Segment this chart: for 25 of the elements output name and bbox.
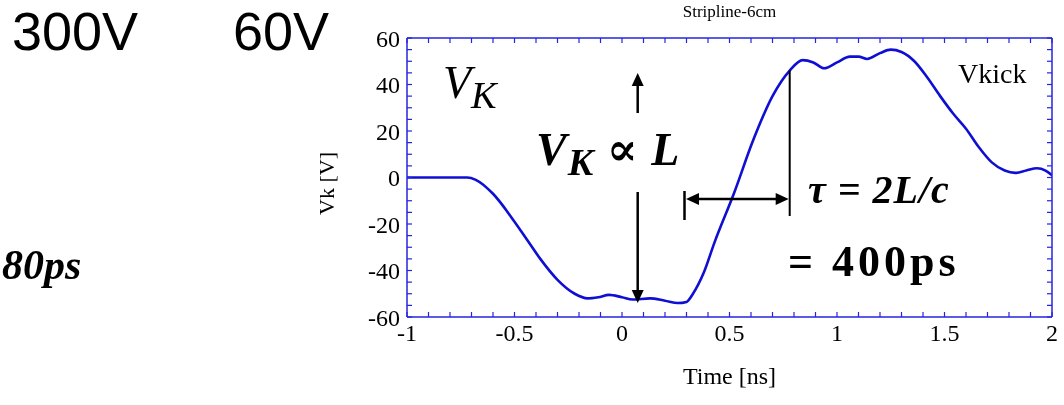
y-tick-label: -40 [368,258,400,285]
text: 80ps [2,242,82,288]
line-series [407,48,1052,305]
x-tick-label: 2 [1046,320,1058,347]
annotation: Vkick [958,58,1027,89]
annotation: V$_{K}$ [443,57,497,117]
annotation: τ = 2L/c [808,167,950,212]
text: 300V [12,1,139,61]
y-tick-label: -20 [368,211,400,238]
text: 60V [233,1,330,61]
y-tick-label: 20 [376,118,400,145]
chart-title: Stripline-6cm [681,2,778,22]
x-axis-title: Time [ns] [682,363,777,389]
x-tick-label: 1 [831,320,843,347]
y-tick-label: 0 [388,165,400,192]
x-tick-label: 0.5 [714,320,745,347]
x-tick-label: -0.5 [495,320,534,347]
y-tick-label: 60 [376,25,400,52]
y-axis-title: Vk [V] [314,152,339,215]
y-tick-label: 40 [376,72,400,99]
y-tick-label: -60 [368,304,400,331]
x-tick-label: 0 [616,320,628,347]
x-tick-label: 1.5 [929,320,960,347]
annotation: V$_{K}$ ∝ L [536,124,681,184]
annotation: = 400ps [788,237,960,286]
